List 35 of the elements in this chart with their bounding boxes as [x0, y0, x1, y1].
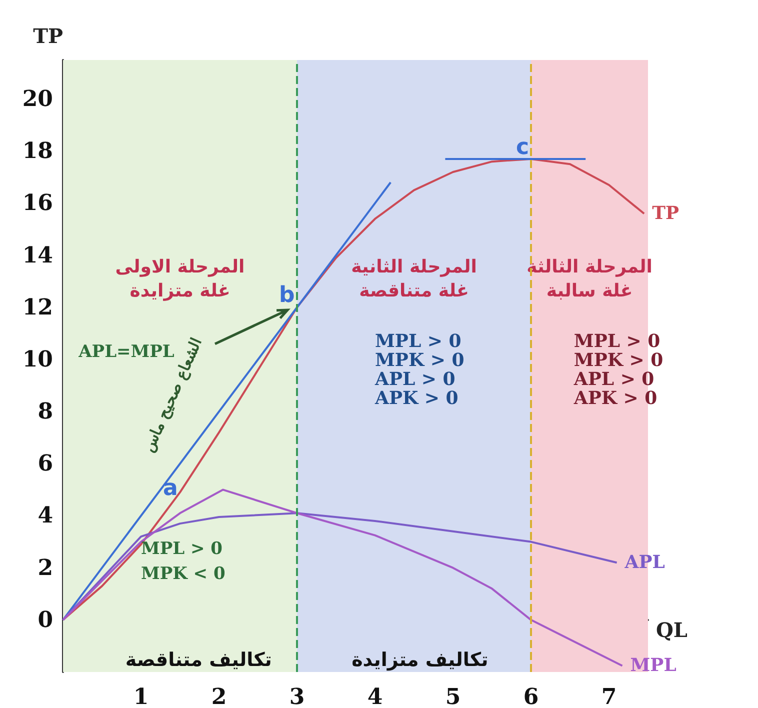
x-tick-label: 4	[367, 684, 383, 708]
annotation: MPL > 0 MPK < 0	[141, 538, 226, 586]
series-label: TP	[652, 203, 680, 224]
y-tick-label: 10	[22, 346, 53, 372]
annotation: b	[279, 283, 295, 308]
y-tick-label: 0	[38, 606, 53, 633]
series-label: APL	[624, 552, 666, 574]
annotation: APL=MPL	[78, 342, 174, 362]
x-axis-title: QL	[656, 618, 688, 642]
x-tick-label: 6	[523, 684, 539, 708]
annotation: تكاليف متناقصة	[125, 649, 272, 672]
y-tick-label: 12	[22, 294, 53, 320]
x-tick-label: 2	[211, 684, 227, 708]
annotation: تكاليف متزايدة	[352, 649, 488, 672]
y-tick-label: 8	[38, 398, 53, 425]
y-tick-label: 20	[22, 86, 53, 112]
band-label: المرحلة الاولى غلة متزايدة	[115, 256, 245, 302]
annotation: MPL > 0 MPK > 0 APL > 0 APK > 0	[375, 331, 464, 410]
y-tick-label: 4	[38, 502, 53, 529]
annotation: a	[163, 476, 178, 502]
y-tick-label: 16	[22, 190, 53, 216]
y-axis-title: TP	[33, 24, 63, 48]
x-tick-label: 1	[133, 684, 149, 708]
band-label: المرحلة الثانية غلة متناقصة	[351, 256, 477, 302]
annotation: MPL > 0 MPK > 0 APL > 0 APK > 0	[574, 331, 664, 410]
y-tick-label: 18	[22, 138, 53, 164]
y-tick-label: 2	[38, 554, 53, 581]
x-tick-label: 5	[445, 684, 461, 708]
x-tick-label: 3	[289, 684, 305, 708]
series-label: MPL	[630, 655, 677, 676]
y-tick-label: 14	[22, 242, 53, 268]
annotation: c	[516, 134, 530, 160]
x-tick-label: 7	[601, 684, 617, 708]
band-label: المرحلة الثالثة غلة سالبة	[526, 256, 652, 302]
y-tick-label: 6	[38, 450, 53, 477]
